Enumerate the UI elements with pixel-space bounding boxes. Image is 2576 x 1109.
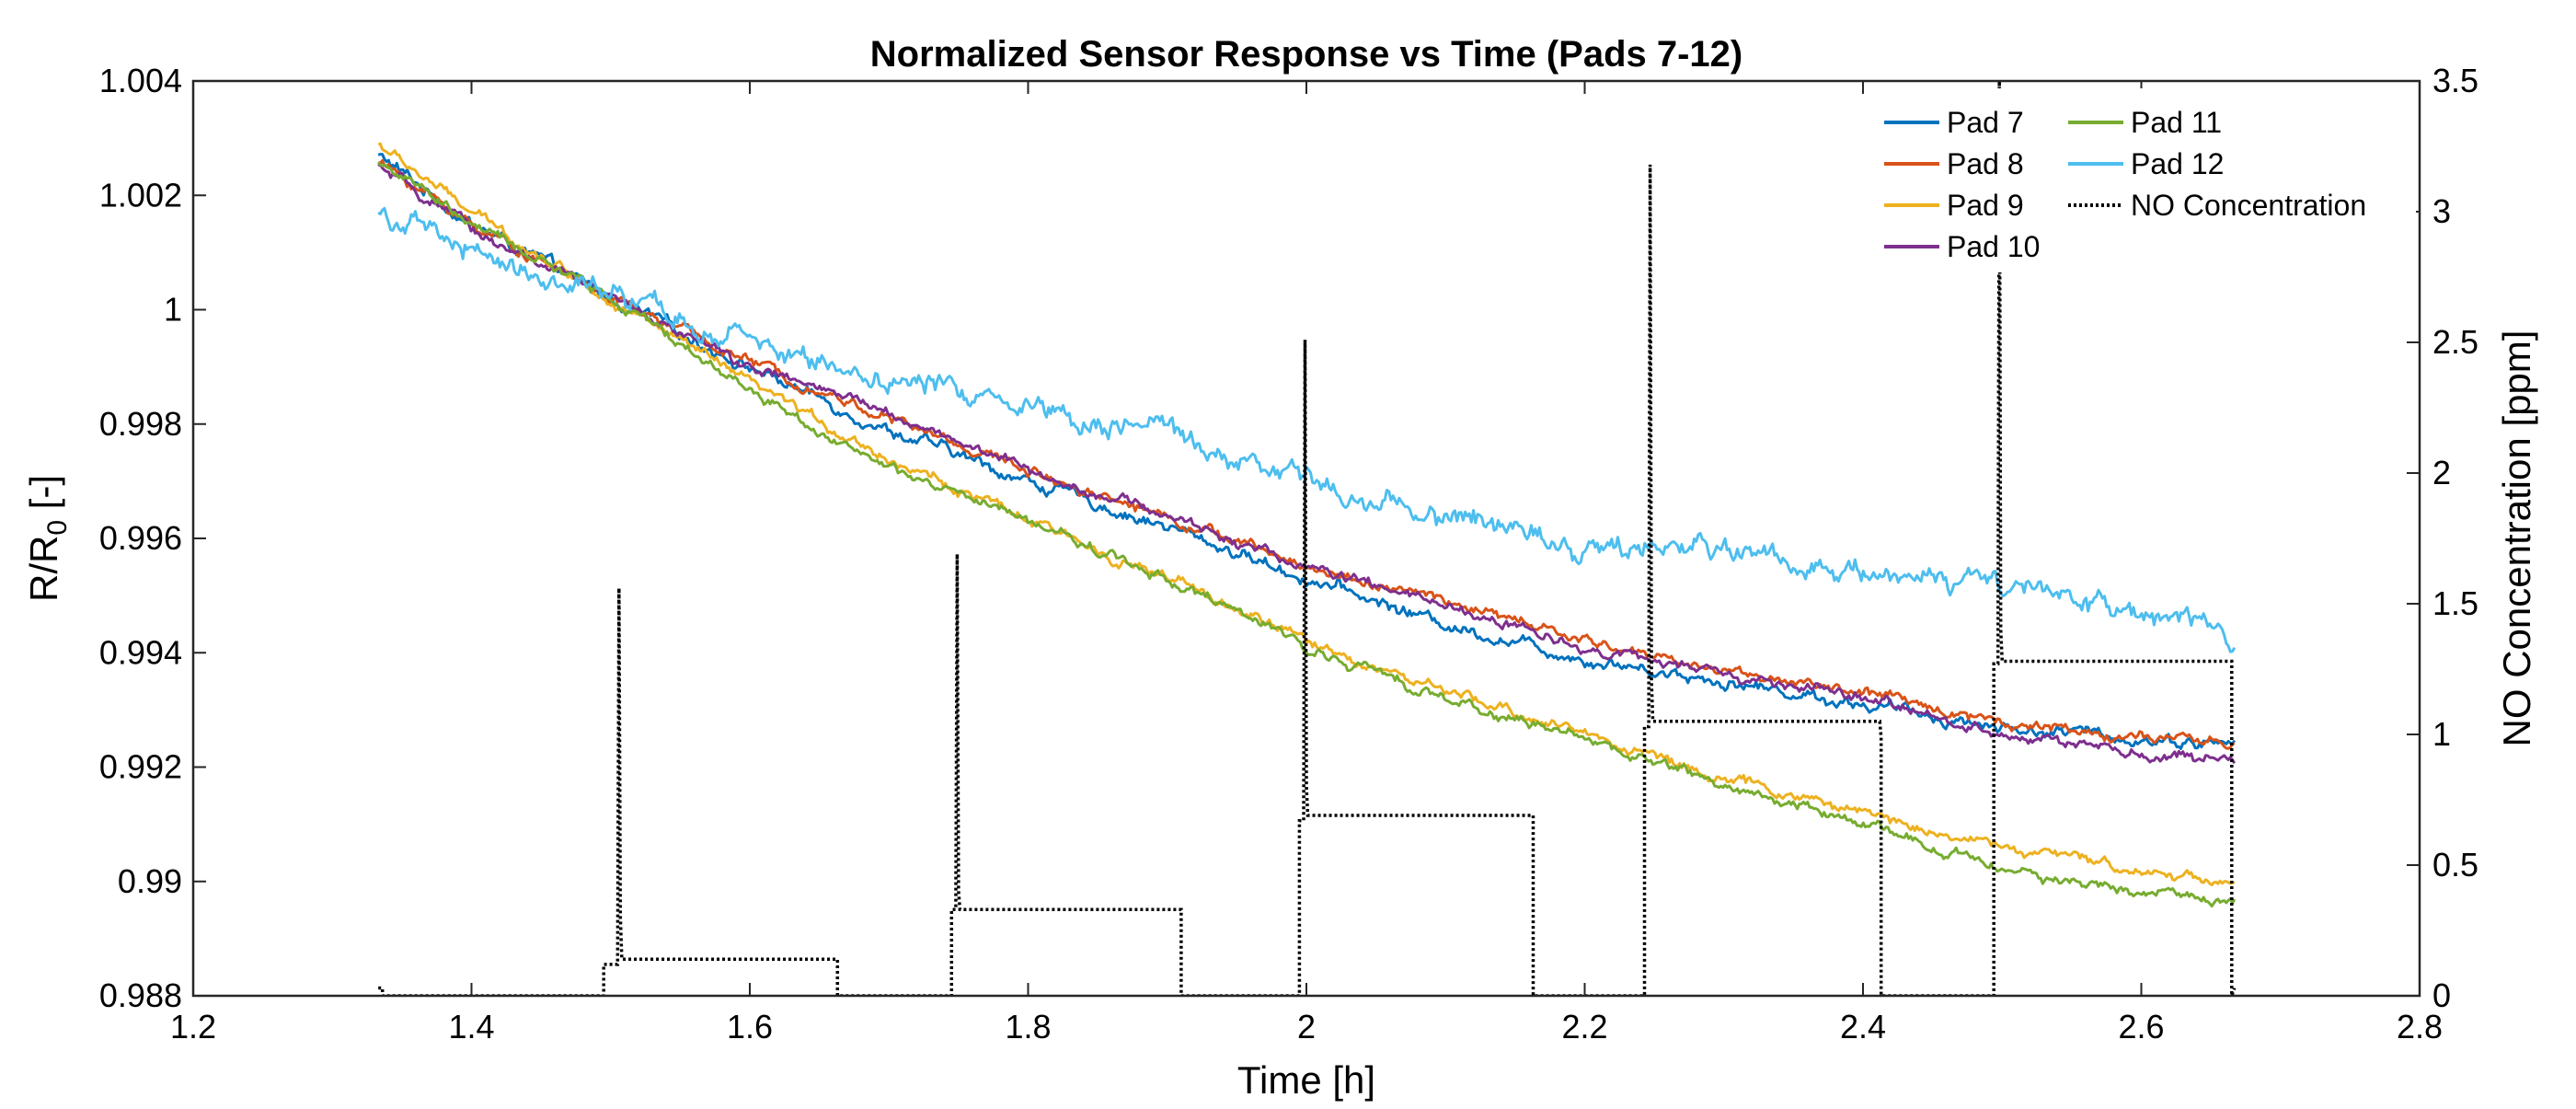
y-left-tick-label: 0.992 bbox=[99, 748, 182, 786]
y-axis-label-left: R/R0 [-] bbox=[22, 475, 73, 602]
legend-label-pad-8: Pad 8 bbox=[1947, 147, 2024, 180]
x-tick-label: 2.6 bbox=[2118, 1008, 2164, 1045]
x-tick-label: 2 bbox=[1297, 1008, 1316, 1045]
y-axis-label-left-subscript: 0 bbox=[42, 520, 73, 536]
y-right-tick-label: 3.5 bbox=[2432, 62, 2478, 99]
series-layer bbox=[376, 81, 2237, 996]
legend-label-pad-11: Pad 11 bbox=[2131, 106, 2222, 139]
y-axis-label-left-main: R/R bbox=[22, 536, 65, 602]
y-left-tick-label: 0.994 bbox=[99, 633, 182, 671]
series-line-pad-11 bbox=[376, 161, 2237, 908]
x-tick-label: 2.4 bbox=[1840, 1008, 1886, 1045]
y-axis-label-left-suffix: [-] bbox=[22, 475, 65, 520]
y-right-tick-label: 1.5 bbox=[2432, 584, 2478, 622]
series-line-no-concentration bbox=[378, 81, 2237, 996]
series-line-pad-9 bbox=[377, 142, 2235, 886]
y-right-tick-label: 2.5 bbox=[2432, 323, 2478, 361]
x-tick-label: 1.2 bbox=[170, 1008, 216, 1045]
y-left-tick-label: 0.998 bbox=[99, 405, 182, 443]
chart-title: Normalized Sensor Response vs Time (Pads… bbox=[870, 34, 1743, 75]
x-tick-label: 1.4 bbox=[448, 1008, 494, 1045]
y-left-tick-label: 1 bbox=[164, 291, 182, 329]
legend-label-pad-9: Pad 9 bbox=[1947, 189, 2024, 222]
y-left-tick-label: 1.002 bbox=[99, 176, 182, 214]
legend-label-no-concentration: NO Concentration bbox=[2131, 189, 2366, 222]
y-left-tick-label: 1.004 bbox=[99, 62, 182, 99]
y-right-tick-label: 3 bbox=[2432, 192, 2451, 230]
y-right-tick-label: 1 bbox=[2432, 715, 2451, 753]
y-left-tick-label: 0.996 bbox=[99, 519, 182, 557]
y-right-tick-label: 0 bbox=[2432, 976, 2451, 1014]
x-tick-label: 1.6 bbox=[727, 1008, 773, 1045]
x-axis-label: Time [h] bbox=[1237, 1058, 1375, 1102]
x-tick-label: 1.8 bbox=[1005, 1008, 1051, 1045]
y-left-tick-label: 0.988 bbox=[99, 976, 182, 1014]
legend-label-pad-7: Pad 7 bbox=[1947, 106, 2024, 139]
y-left-tick-label: 0.99 bbox=[118, 862, 182, 900]
legend-label-pad-12: Pad 12 bbox=[2131, 147, 2224, 180]
series-line-pad-7 bbox=[377, 153, 2237, 750]
legend-box bbox=[1868, 88, 2416, 272]
ticks-layer: 1.2 1.4 1.6 1.8 2 2.2 2.4 2.6 2.8 0.988 0.99 0.992 0… bbox=[99, 62, 2478, 1045]
legend: Pad 7 Pad 8 Pad 9 Pad 10 Pad 11 Pad 12 NO Conc… bbox=[1868, 88, 2416, 272]
y-right-tick-label: 0.5 bbox=[2432, 846, 2478, 884]
y-axis-label-right: NO Concentration [ppm] bbox=[2495, 330, 2538, 747]
x-tick-label: 2.2 bbox=[1561, 1008, 1607, 1045]
y-right-tick-label: 2 bbox=[2432, 454, 2451, 491]
x-tick-label: 2.8 bbox=[2397, 1008, 2443, 1045]
legend-label-pad-10: Pad 10 bbox=[1947, 230, 2040, 263]
